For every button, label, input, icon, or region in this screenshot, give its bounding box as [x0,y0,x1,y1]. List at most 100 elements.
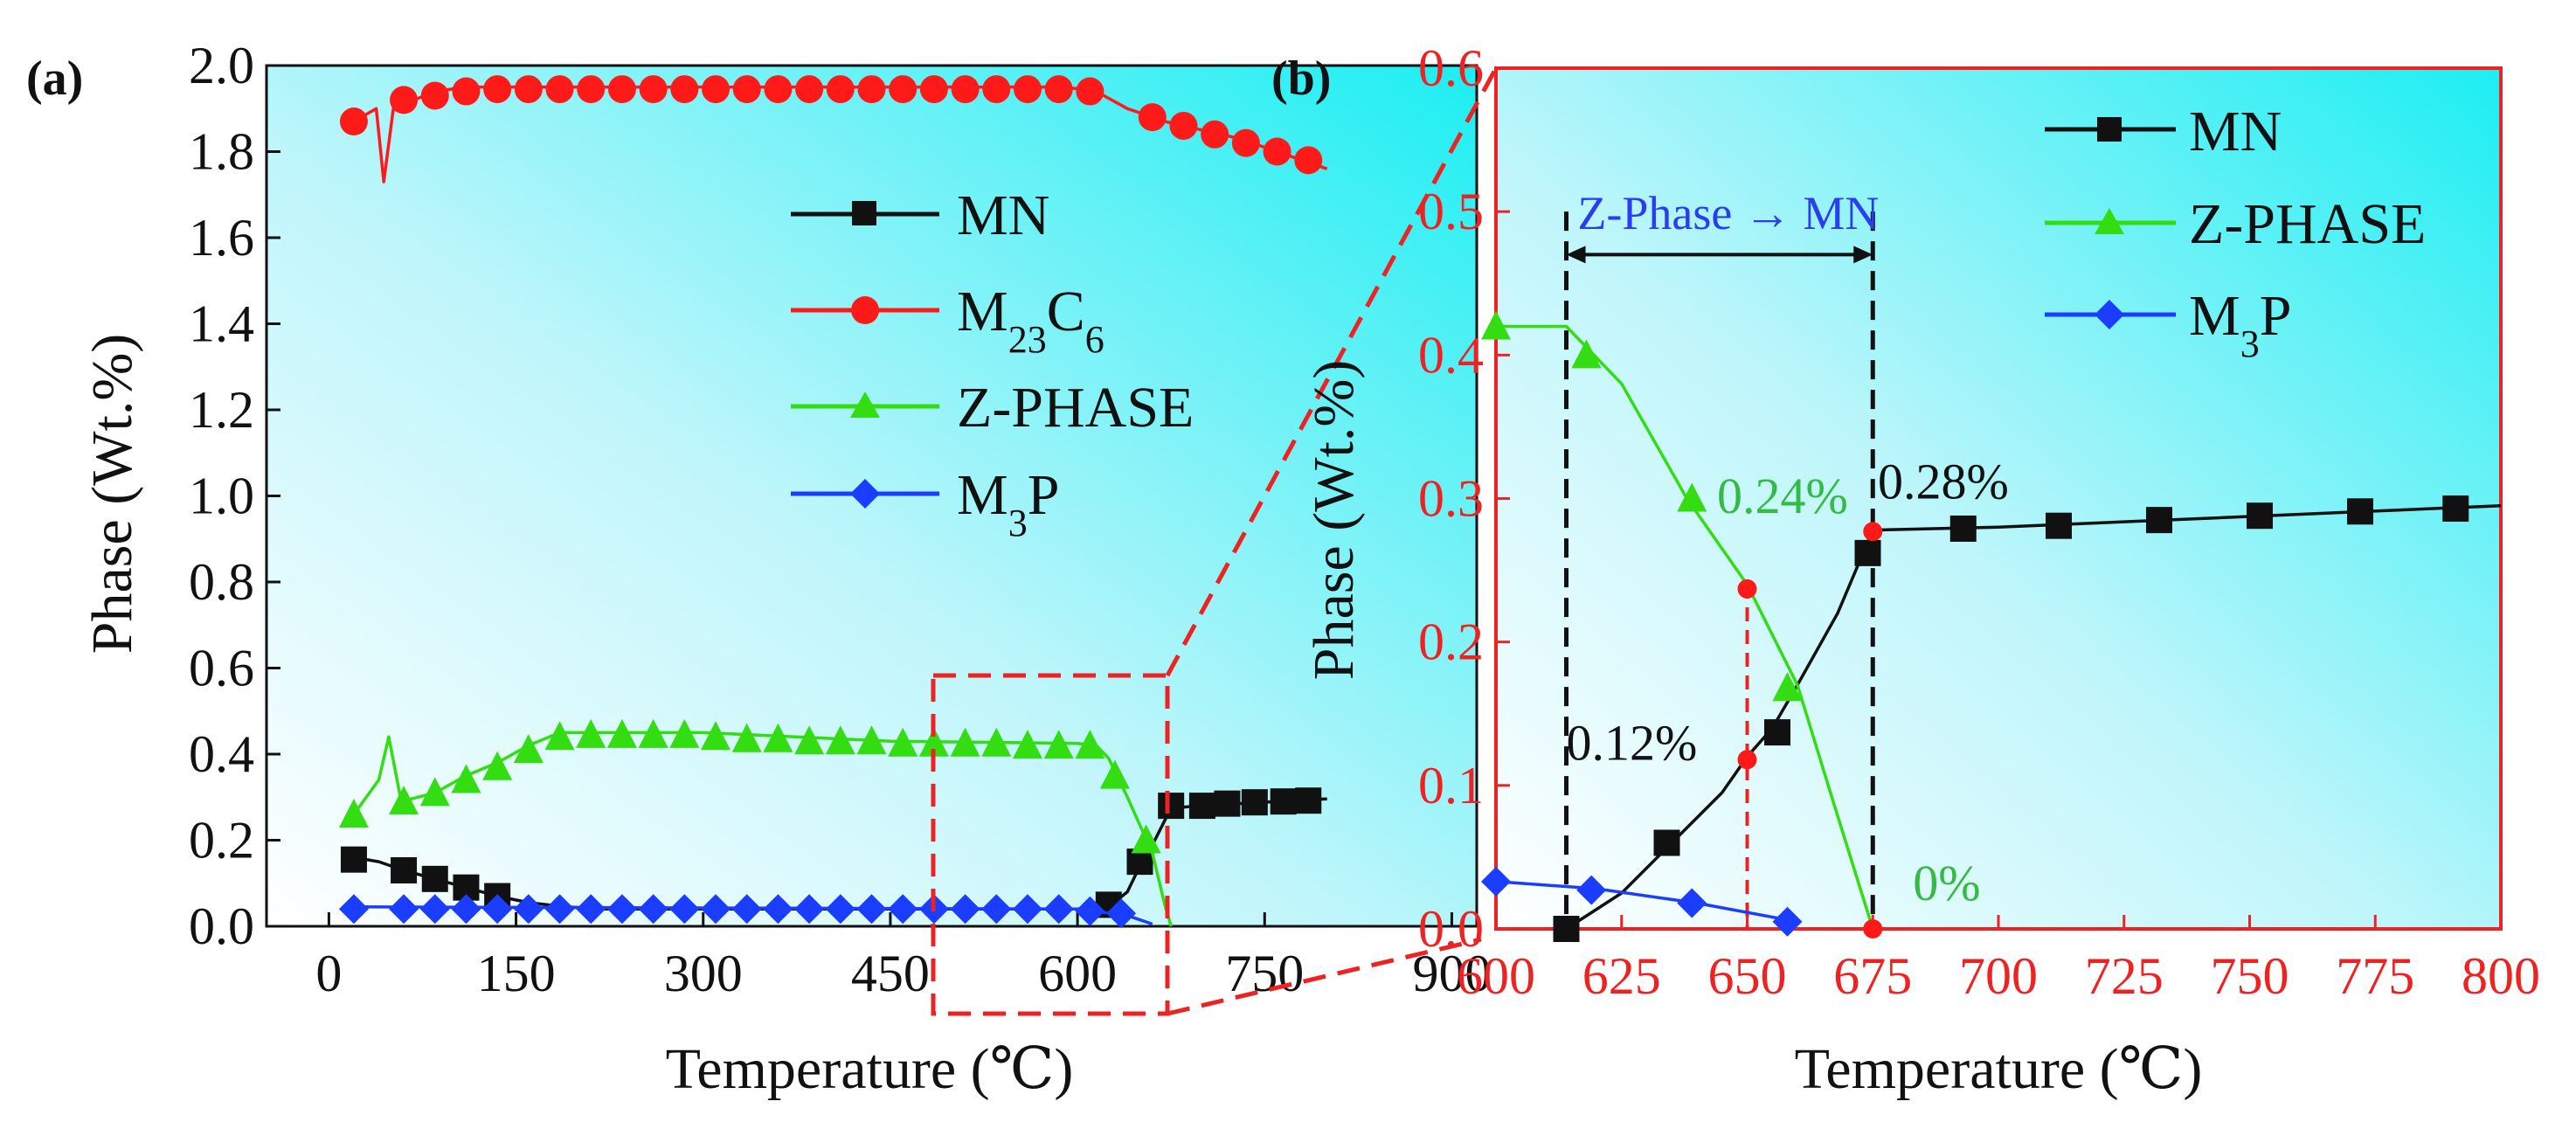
panel-a-label: (a) [26,52,83,106]
b-value-annotation: 0.24% [1717,468,1848,524]
b-arrow-label: Z-Phase → MN [1577,187,1879,239]
a-m3p-point [1043,894,1074,925]
a-ytick-label: 2.0 [189,37,254,94]
b-mn-point [1949,515,1977,542]
a-m23c6-point [1201,120,1229,149]
b-m3p-line [1495,880,1798,924]
a-zphase-point [950,727,980,757]
a-m23c6-point [639,75,668,104]
a-zphase-point [888,727,918,757]
b-xtick-label: 625 [1582,947,1661,1005]
a-mn-point [340,846,367,873]
a-xtick-label: 750 [1225,945,1304,1002]
panel-b-xlabel: Temperature (℃) [1795,1037,2203,1101]
legend-a-zphase: Z-PHASE [791,376,1194,440]
b-zphase-point [1571,339,1602,369]
a-m23c6-point [919,75,948,104]
panel-a-ylabel: Phase (Wt.%) [80,334,144,655]
a-m23c6-point [452,77,481,106]
a-m23c6-point [732,75,761,104]
a-xtick-label: 150 [477,945,556,1002]
a-xtick-label: 600 [1038,945,1117,1002]
a-m23c6-point [702,75,731,104]
a-mn-point [1158,793,1185,820]
b-xtick-label: 650 [1708,947,1787,1005]
a-m23c6-point [1231,128,1260,157]
a-zphase-point [669,718,700,748]
legend-a-m3p-label: M3P [957,463,1059,544]
a-m23c6-point [1263,137,1291,166]
a-mn-point [1295,787,1322,814]
a-m3p-point [701,894,731,925]
legend-b-m3p: M3P [2045,284,2291,365]
b-red-highlight-point [1737,750,1757,770]
a-zphase-point [981,727,1012,757]
a-m23c6-point [390,86,419,114]
a-ytick-label: 0.6 [189,640,254,697]
b-value-annotation: 0.12% [1567,714,1698,771]
panel-b-label: (b) [1271,52,1331,106]
legend-b-mn-label: MN [2189,100,2282,163]
a-ytick-label: 1.2 [189,381,254,439]
b-ytick-label: 0.5 [1418,183,1484,240]
b-mn-point [1553,916,1580,942]
a-zphase-point [513,734,544,764]
b-m3p-point [1677,888,1707,918]
a-ytick-label: 1.4 [189,295,254,353]
a-zphase-point [763,723,793,752]
a-zphase-point [1131,824,1161,854]
a-m23c6-point [420,81,449,110]
b-ytick-label: 0.2 [1418,613,1484,671]
a-m3p-point [451,894,481,925]
panel-b-ticks: 600 625 650 675 700 725 750 775 800 0.0 0.1 0.2 0.3 0… [1418,39,2540,1005]
b-xtick-label: 750 [2211,947,2289,1005]
a-m3p-point [338,894,369,925]
b-mn-point [1653,829,1680,856]
a-m23c6-point [577,75,606,104]
a-mn-point [421,865,448,892]
a-zphase-point [638,718,668,748]
b-m3p-point [1576,875,1607,905]
a-zphase-point [856,725,887,755]
a-m23c6-point [1169,111,1198,140]
panel-a-chart: 0 150 300 450 600 750 9000.00.20.40.60.81.01.2… [26,37,1491,1101]
b-ytick-label: 0.6 [1418,39,1484,97]
zoom-connector-top [1165,66,1499,677]
zoom-connector-bottom [1167,937,1482,1016]
zoom-indicator [931,66,1499,1016]
b-xtick-label: 800 [2462,947,2540,1005]
a-m3p-point [669,894,700,925]
a-zphase-point [576,718,606,748]
a-xtick-label: 0 [315,945,342,1002]
b-red-highlight-point [1863,919,1883,939]
a-ytick-label: 1.6 [189,209,254,267]
a-m3p-point [1012,894,1042,925]
a-ytick-label: 1.8 [189,123,254,181]
a-ytick-label: 0.2 [189,812,254,869]
a-m23c6-point [339,107,368,136]
a-m23c6-point [1294,146,1323,175]
panel-a-xlabel: Temperature (℃) [666,1037,1074,1101]
a-m3p-point [482,894,513,925]
legend-b-mn: MN [2045,100,2282,163]
a-zphase-point [544,721,575,751]
a-m3p-point [888,894,918,925]
a-ytick-label: 0.0 [189,897,254,955]
b-red-highlight-point [1737,578,1757,599]
a-m3p-point [731,894,762,925]
b-arrow-head-left [1566,246,1586,264]
a-zphase-point [419,777,450,807]
a-m3p-point [513,894,544,925]
legend-a-mn: MN [791,184,1049,247]
a-m3p-point [763,894,793,925]
b-zphase-line [1496,324,1874,930]
a-m3p-point [606,894,637,925]
a-m23c6-point [982,75,1011,104]
b-xtick-label: 600 [1457,947,1535,1005]
legend-a-mn-label: MN [957,184,1049,247]
a-zphase-point [338,798,369,828]
a-m3p-point [1075,896,1105,926]
a-m3p-point [419,894,450,925]
legend-a-m23c6: M23C6 [791,280,1104,361]
a-zphase-point [825,725,855,755]
